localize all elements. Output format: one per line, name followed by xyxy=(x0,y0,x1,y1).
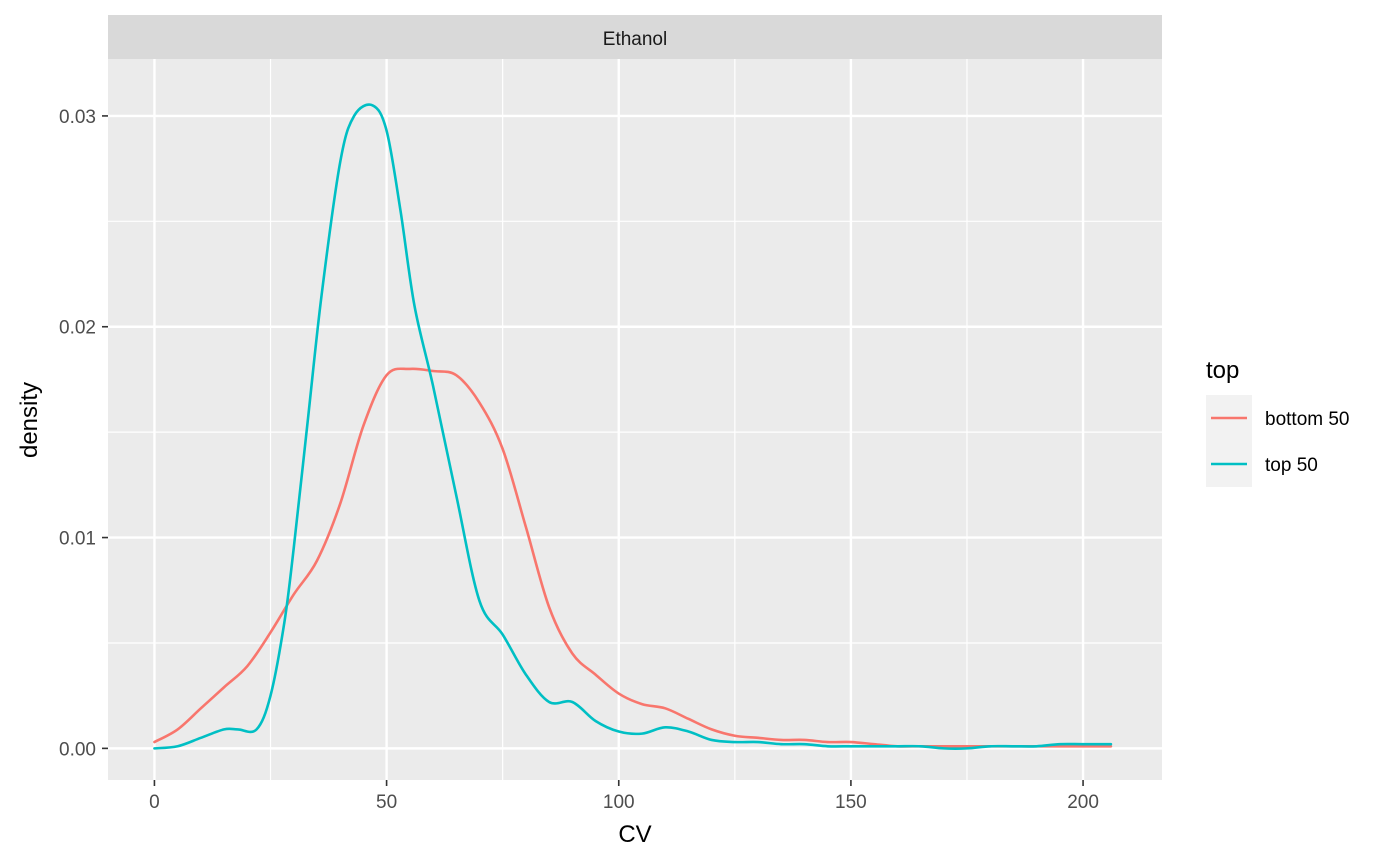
series-lines xyxy=(153,103,1113,750)
legend-label-top-50: top 50 xyxy=(1265,455,1318,476)
legend: top bottom 50 top 50 xyxy=(1206,357,1350,487)
series-line-bottom-50 xyxy=(153,367,1113,748)
y-tick-label: 0.02 xyxy=(59,318,96,339)
y-tick-label: 0.03 xyxy=(59,107,96,128)
x-tick-label: 0 xyxy=(149,792,160,813)
grid-minor xyxy=(108,59,1162,780)
x-tick-label: 200 xyxy=(1067,792,1099,813)
x-tick-label: 100 xyxy=(603,792,635,813)
x-tick-label: 50 xyxy=(376,792,397,813)
x-axis: 0 50 100 150 200 xyxy=(149,780,1099,813)
y-tick-label: 0.00 xyxy=(59,739,96,760)
facet-label: Ethanol xyxy=(603,29,667,50)
grid-major xyxy=(108,59,1162,780)
legend-label-bottom-50: bottom 50 xyxy=(1265,409,1350,430)
y-axis: 0.00 0.01 0.02 0.03 xyxy=(59,107,108,760)
y-tick-label: 0.01 xyxy=(59,529,96,550)
legend-title: top xyxy=(1206,357,1239,384)
y-axis-title: density xyxy=(16,382,43,458)
series-line-top-50 xyxy=(153,103,1113,750)
x-tick-label: 150 xyxy=(835,792,867,813)
x-axis-title: CV xyxy=(618,821,651,848)
facet-strip xyxy=(108,15,1162,59)
plot-panel xyxy=(108,59,1162,780)
